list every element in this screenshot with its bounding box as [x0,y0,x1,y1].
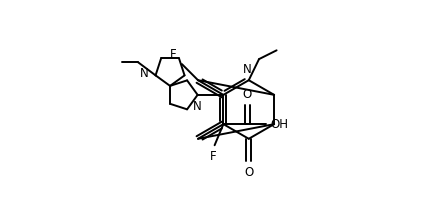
Text: OH: OH [270,118,288,131]
Text: O: O [243,88,252,101]
Text: N: N [193,101,202,113]
Text: F: F [210,150,217,163]
Text: N: N [140,67,149,80]
Text: F: F [170,48,176,61]
Text: O: O [244,166,254,179]
Text: N: N [243,63,252,76]
